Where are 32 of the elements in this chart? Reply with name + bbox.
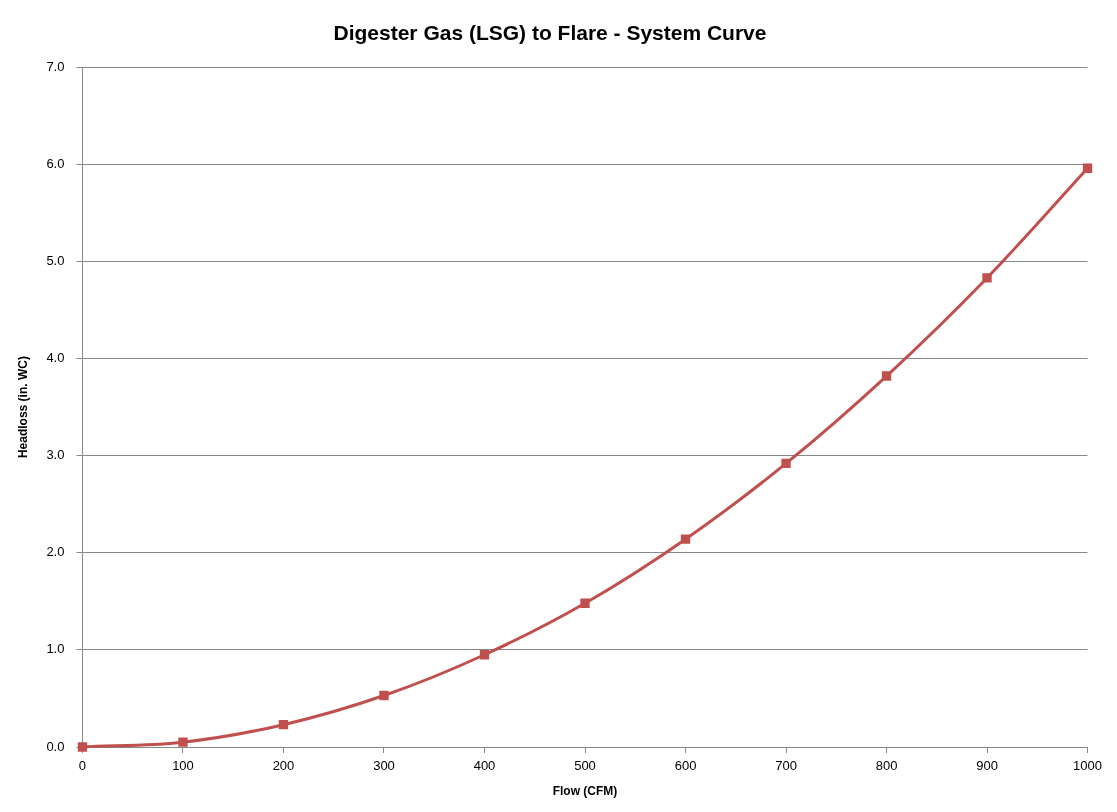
x-tick-label: 200 [272, 758, 295, 774]
x-tick-label: 500 [574, 758, 596, 774]
y-tick-label: 0.0 [46, 738, 65, 754]
x-tick-label: 600 [674, 758, 697, 774]
y-tick-label: 3.0 [46, 447, 65, 463]
y-axis-title: Headloss (in. WC) [15, 356, 30, 459]
point [781, 458, 791, 469]
x-axis-title: Flow (CFM) [552, 784, 618, 799]
y-tick-label: 6.0 [46, 155, 65, 171]
point [479, 650, 490, 660]
y-tick-label: 4.0 [46, 350, 65, 366]
point [278, 719, 289, 730]
point [178, 737, 188, 747]
x-tick-label: 1000 [1073, 758, 1102, 774]
point [379, 690, 389, 701]
x-tick-label: 100 [172, 758, 194, 774]
chart-title: Digester Gas (LSG) to Flare - System Curve [333, 21, 767, 45]
x-tick-label: 400 [473, 758, 496, 774]
y-tick-label: 2.0 [46, 544, 65, 560]
y-tick-label: 1.0 [46, 641, 65, 657]
point [881, 371, 892, 381]
point [1082, 163, 1093, 173]
x-tick-label: 700 [775, 758, 797, 774]
x-tick-label: 900 [976, 758, 998, 774]
x-tick-label: 800 [875, 758, 898, 774]
point [580, 598, 590, 608]
point [982, 273, 992, 283]
x-tick-label: 0 [78, 758, 87, 774]
point [680, 534, 691, 544]
x-tick-label: 300 [373, 758, 395, 774]
y-tick-label: 5.0 [46, 253, 65, 269]
y-tick-label: 7.0 [46, 58, 65, 74]
